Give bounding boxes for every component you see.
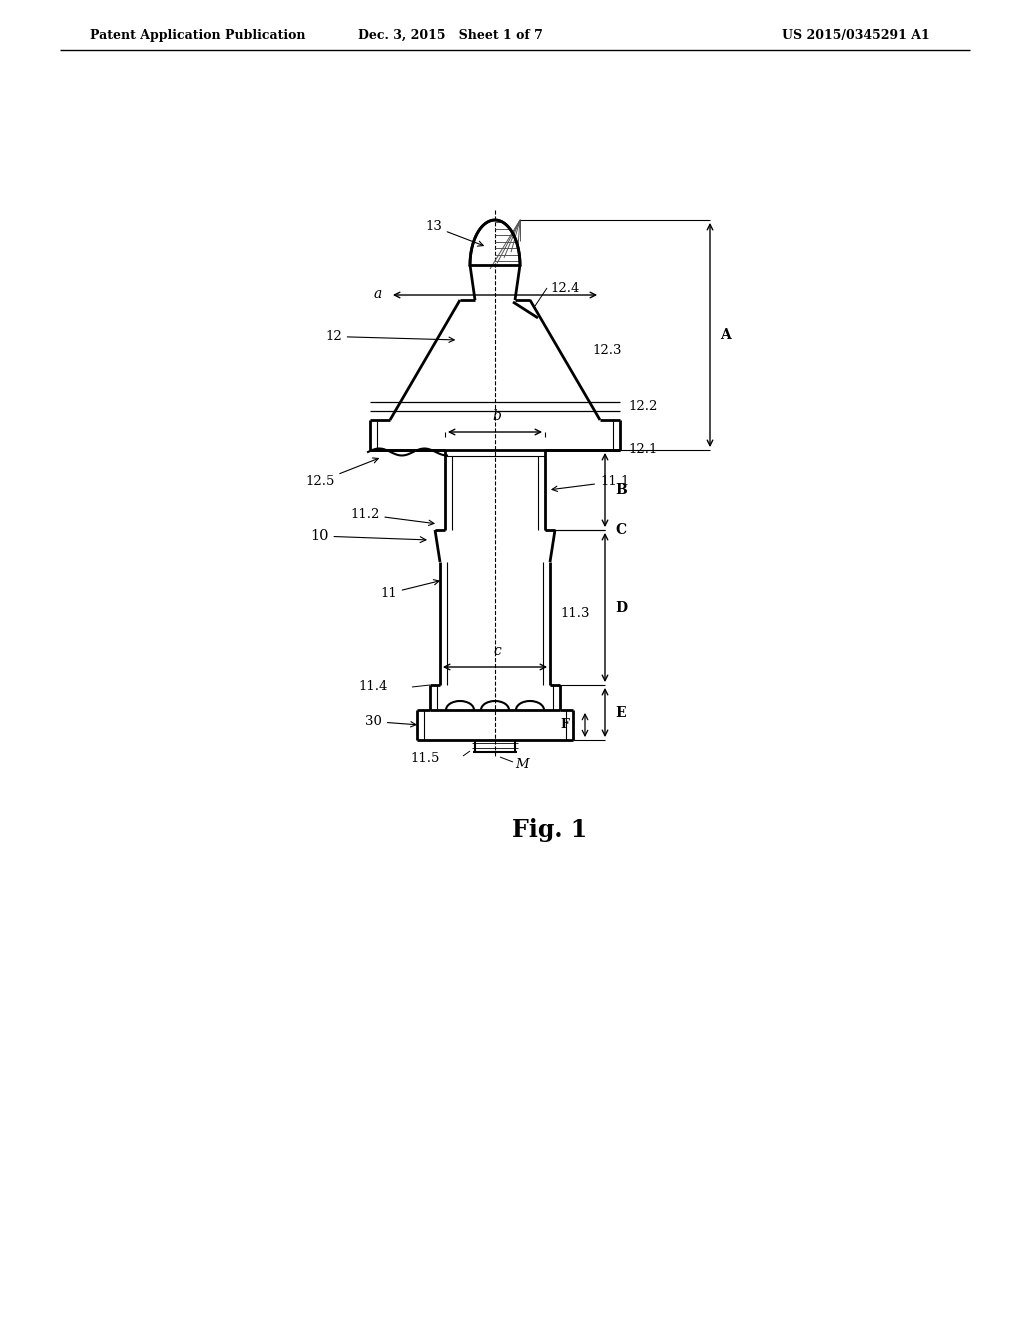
Text: a: a xyxy=(374,286,382,301)
Text: 12.4: 12.4 xyxy=(550,281,580,294)
Text: 11.3: 11.3 xyxy=(560,607,590,620)
Text: 10: 10 xyxy=(310,529,426,543)
Text: 12.3: 12.3 xyxy=(593,343,622,356)
Text: c: c xyxy=(494,644,501,657)
Text: 12.1: 12.1 xyxy=(628,442,657,455)
Text: 11.4: 11.4 xyxy=(358,681,387,693)
Text: 11.5: 11.5 xyxy=(410,751,439,764)
Text: M: M xyxy=(515,758,528,771)
Text: 30: 30 xyxy=(365,715,416,729)
Text: b: b xyxy=(493,409,502,422)
Text: 11.2: 11.2 xyxy=(350,508,434,525)
Text: Fig. 1: Fig. 1 xyxy=(512,818,588,842)
Text: C: C xyxy=(615,523,626,537)
Text: D: D xyxy=(615,601,627,615)
Text: 12.2: 12.2 xyxy=(628,400,657,413)
Text: 12: 12 xyxy=(325,330,455,343)
Text: A: A xyxy=(720,327,731,342)
Text: 11: 11 xyxy=(380,579,439,601)
Text: E: E xyxy=(615,705,626,719)
Text: Dec. 3, 2015   Sheet 1 of 7: Dec. 3, 2015 Sheet 1 of 7 xyxy=(357,29,543,41)
Text: 12.5: 12.5 xyxy=(305,458,378,488)
Text: 11.1: 11.1 xyxy=(552,475,630,491)
Text: 13: 13 xyxy=(425,220,483,246)
Text: US 2015/0345291 A1: US 2015/0345291 A1 xyxy=(782,29,930,41)
Text: Patent Application Publication: Patent Application Publication xyxy=(90,29,305,41)
Text: B: B xyxy=(615,483,627,498)
Text: F: F xyxy=(560,718,569,730)
